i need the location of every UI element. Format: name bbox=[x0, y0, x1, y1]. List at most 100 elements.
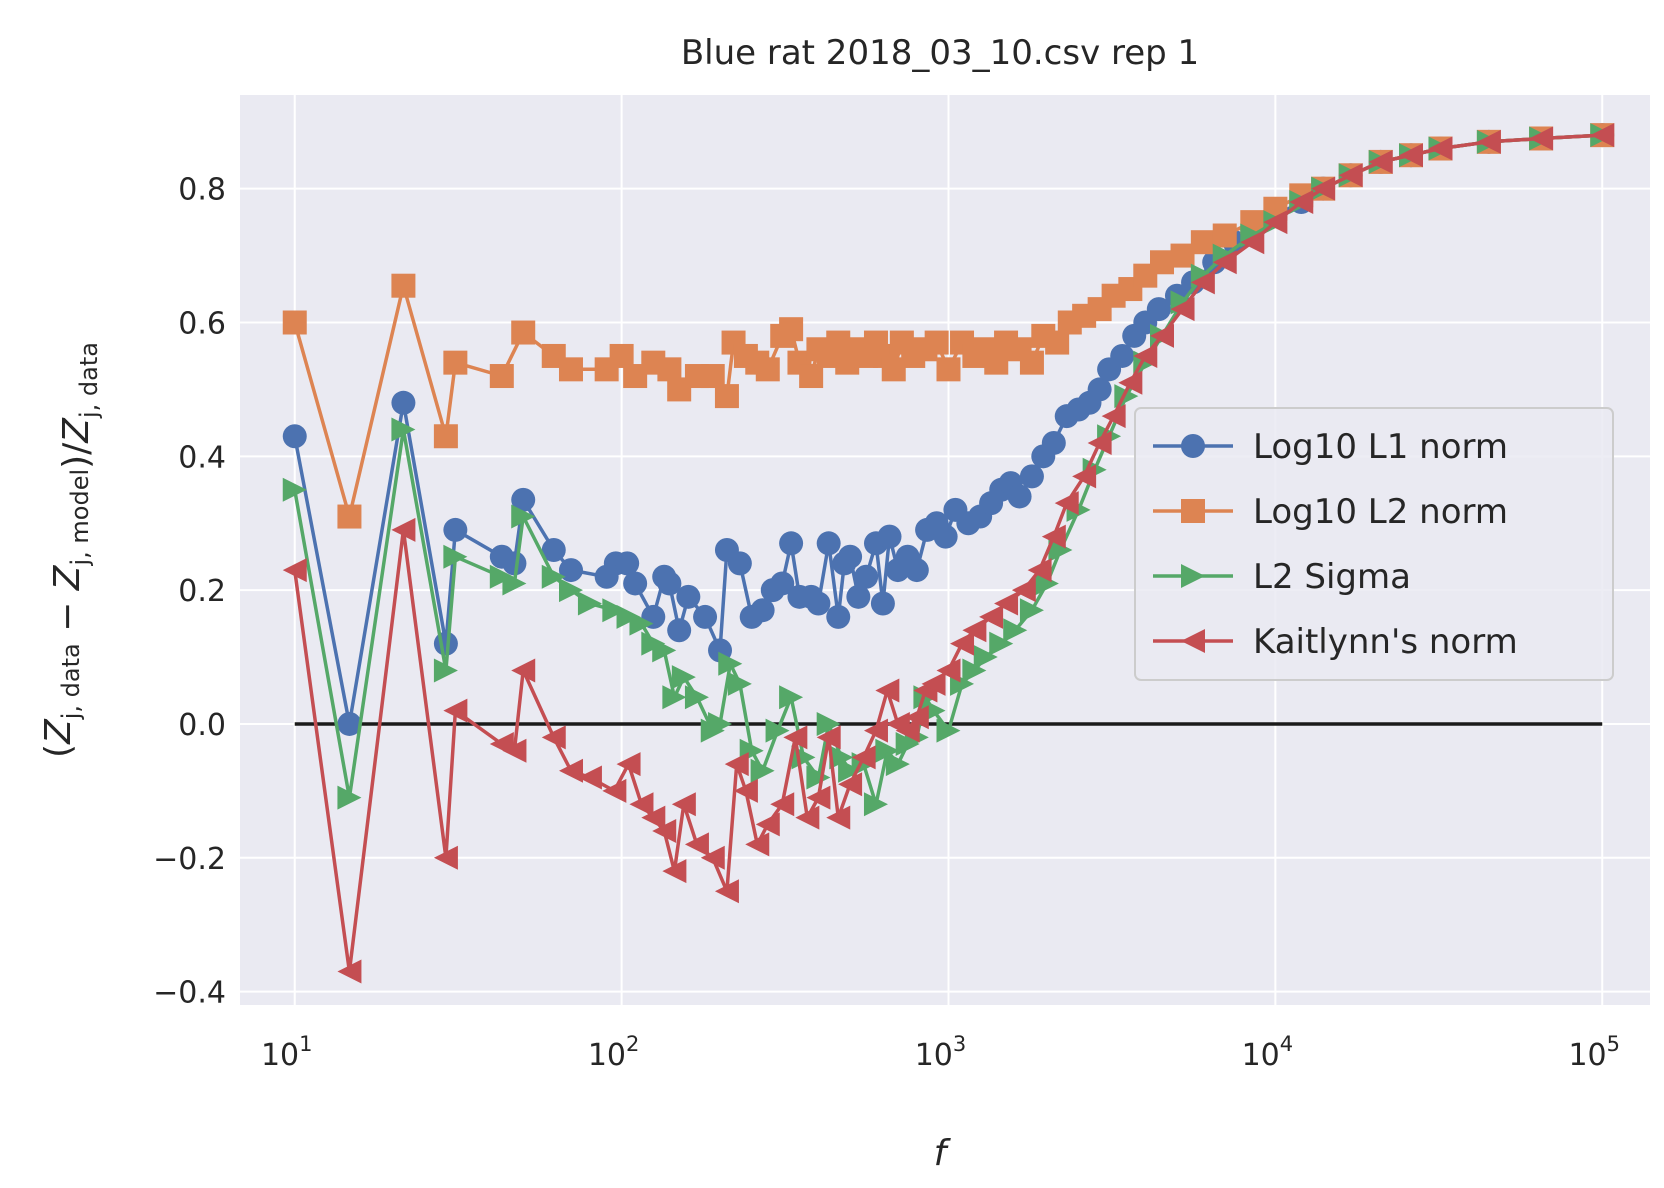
data-point bbox=[602, 598, 627, 623]
data-point bbox=[950, 631, 975, 656]
data-point bbox=[1212, 223, 1237, 248]
data-point bbox=[1529, 126, 1554, 151]
legend-swatch-marker bbox=[1181, 564, 1205, 588]
data-point bbox=[816, 711, 841, 736]
data-point bbox=[616, 752, 641, 777]
data-point bbox=[770, 571, 795, 596]
y-axis-label-group: (Zj, data − Zj, model)/Zj, data bbox=[38, 342, 103, 758]
data-point bbox=[433, 424, 458, 449]
series-layer bbox=[282, 123, 1615, 984]
y-tick-label: 0.2 bbox=[178, 574, 226, 609]
legend-entry-log10-l2-norm: Log10 L2 norm bbox=[1153, 492, 1508, 532]
data-point bbox=[895, 718, 920, 743]
data-point bbox=[750, 758, 775, 783]
data-point bbox=[936, 357, 961, 382]
data-point bbox=[846, 584, 871, 609]
data-point bbox=[994, 591, 1019, 616]
data-point bbox=[623, 571, 648, 596]
data-point bbox=[1190, 230, 1215, 255]
legend: Log10 L1 norm Log10 L2 norm L2 Sigma Kaitly… bbox=[1134, 407, 1614, 681]
data-point bbox=[854, 564, 879, 589]
data-point bbox=[1118, 370, 1143, 395]
data-point bbox=[676, 584, 701, 609]
data-point bbox=[489, 564, 514, 589]
data-point bbox=[1041, 430, 1066, 455]
legend-entry-log10-l1-norm: Log10 L1 norm bbox=[1153, 427, 1508, 467]
data-point bbox=[727, 671, 752, 696]
data-point bbox=[755, 357, 780, 382]
data-point bbox=[662, 859, 687, 884]
data-point bbox=[727, 551, 752, 576]
data-point bbox=[714, 879, 739, 904]
y-tick-label: 0.6 bbox=[178, 307, 226, 342]
data-point bbox=[973, 645, 998, 670]
data-point bbox=[936, 718, 961, 743]
data-point bbox=[443, 350, 468, 375]
x-tick-label: 101 bbox=[261, 1032, 313, 1073]
data-point bbox=[616, 604, 641, 629]
data-point bbox=[443, 698, 468, 723]
y-tick-label: 0.0 bbox=[178, 708, 226, 743]
data-point bbox=[962, 658, 987, 683]
data-point bbox=[799, 364, 824, 389]
data-point bbox=[1041, 524, 1066, 549]
data-point bbox=[816, 531, 841, 556]
data-point bbox=[282, 558, 307, 583]
data-point bbox=[1368, 149, 1393, 174]
data-point bbox=[667, 618, 692, 643]
data-point bbox=[708, 711, 733, 736]
data-point bbox=[1034, 571, 1059, 596]
data-point bbox=[1311, 176, 1336, 201]
data-point bbox=[1289, 190, 1314, 215]
data-point bbox=[700, 845, 725, 870]
data-point bbox=[577, 591, 602, 616]
data-point bbox=[629, 792, 654, 817]
data-point bbox=[511, 487, 536, 512]
data-point bbox=[783, 725, 808, 750]
data-point bbox=[885, 752, 910, 777]
data-point bbox=[391, 517, 416, 542]
data-point bbox=[433, 658, 458, 683]
data-point bbox=[1027, 558, 1052, 583]
x-tick-label: 105 bbox=[1568, 1032, 1620, 1073]
legend-label: Log10 L1 norm bbox=[1253, 427, 1508, 467]
data-point bbox=[924, 330, 949, 355]
data-point bbox=[851, 745, 876, 770]
data-point bbox=[989, 631, 1014, 656]
data-point bbox=[337, 504, 362, 529]
data-point bbox=[558, 558, 583, 583]
data-point bbox=[443, 517, 468, 542]
data-point bbox=[602, 778, 627, 803]
data-point bbox=[662, 685, 687, 710]
y-axis-label: (Zj, data − Zj, model)/Zj, data bbox=[38, 342, 103, 758]
data-point bbox=[745, 832, 770, 857]
legend-swatch-marker bbox=[1181, 434, 1205, 458]
data-point bbox=[502, 738, 527, 763]
data-point bbox=[1011, 578, 1036, 603]
data-point bbox=[1428, 136, 1453, 161]
data-point bbox=[875, 678, 900, 703]
legend-swatch-marker bbox=[1181, 499, 1205, 523]
data-point bbox=[652, 638, 677, 663]
data-point bbox=[391, 417, 416, 442]
data-point bbox=[921, 671, 946, 696]
data-point bbox=[806, 785, 831, 810]
data-point bbox=[541, 725, 566, 750]
data-point bbox=[838, 758, 863, 783]
data-point bbox=[1240, 230, 1265, 255]
data-point bbox=[877, 524, 902, 549]
data-point bbox=[1170, 243, 1195, 268]
y-tick-label: −0.4 bbox=[153, 976, 226, 1011]
data-point bbox=[502, 551, 527, 576]
data-point bbox=[657, 571, 682, 596]
y-tick-label: −0.2 bbox=[153, 842, 226, 877]
data-point bbox=[558, 578, 583, 603]
data-point bbox=[657, 357, 682, 382]
data-point bbox=[750, 598, 775, 623]
data-point bbox=[558, 758, 583, 783]
data-point bbox=[1212, 250, 1237, 275]
data-point bbox=[391, 390, 416, 415]
data-point bbox=[875, 738, 900, 763]
data-point bbox=[609, 343, 634, 368]
data-point bbox=[1019, 350, 1044, 375]
